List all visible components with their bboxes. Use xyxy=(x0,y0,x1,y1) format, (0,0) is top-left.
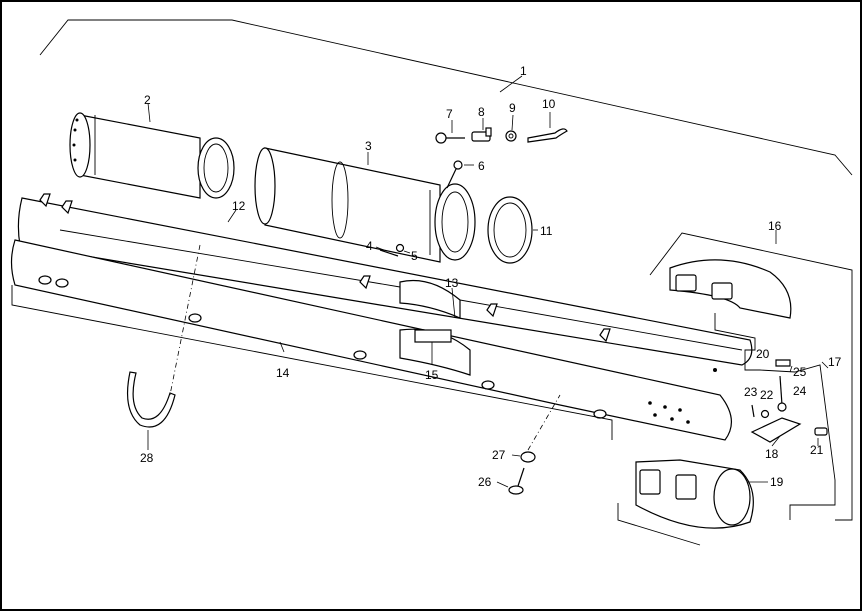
label-25: 25 xyxy=(793,365,807,379)
label-8: 8 xyxy=(478,105,485,119)
part-8-fitting xyxy=(471,127,492,142)
label-1: 1 xyxy=(520,64,527,78)
part-27-washer xyxy=(520,451,536,463)
label-21: 21 xyxy=(810,443,824,457)
part-23-pin xyxy=(751,404,755,418)
part-18-latch-plate xyxy=(750,417,802,443)
label-27: 27 xyxy=(492,448,506,462)
part-26-bolt xyxy=(508,467,525,495)
assembly-1-bracket xyxy=(39,19,853,176)
label-11: 11 xyxy=(540,224,553,238)
label-6: 6 xyxy=(478,159,485,173)
part-6-screw xyxy=(446,160,463,189)
label-13: 13 xyxy=(445,276,459,290)
part-28-clamp xyxy=(127,371,176,428)
label-4: 4 xyxy=(366,239,373,253)
label-16: 16 xyxy=(768,219,782,233)
label-18: 18 xyxy=(765,447,779,461)
label-26: 26 xyxy=(478,475,492,489)
label-23: 23 xyxy=(744,385,758,399)
label-17: 17 xyxy=(828,355,842,369)
part-10-hook xyxy=(527,128,568,143)
label-20: 20 xyxy=(756,347,770,361)
part-25-clip xyxy=(775,359,791,367)
label-3: 3 xyxy=(365,139,372,153)
label-2: 2 xyxy=(144,93,151,107)
part-2-small-tube xyxy=(69,112,235,199)
part-12-upper-half-shell xyxy=(17,193,753,372)
label-7: 7 xyxy=(446,107,453,121)
part-16-upper-clamp xyxy=(669,259,792,319)
label-5: 5 xyxy=(411,249,418,263)
label-24: 24 xyxy=(793,384,807,398)
part-5-washer xyxy=(395,243,405,253)
part-21-screw xyxy=(814,427,828,436)
part-11-ring xyxy=(487,196,533,264)
label-12: 12 xyxy=(232,199,246,213)
part-7-bolt xyxy=(435,132,465,144)
part-9-nut xyxy=(505,130,517,142)
part-22-washer xyxy=(760,409,770,419)
label-22: 22 xyxy=(760,388,774,402)
part-4-pin xyxy=(379,249,399,257)
label-28: 28 xyxy=(140,451,154,465)
label-10: 10 xyxy=(542,97,556,111)
part-24-eye-bolt xyxy=(777,375,787,412)
label-14: 14 xyxy=(276,366,290,380)
part-19-lower-clamp xyxy=(635,459,754,529)
label-19: 19 xyxy=(770,475,784,489)
part-14-lower-half-shell xyxy=(10,239,732,441)
label-9: 9 xyxy=(509,101,516,115)
label-15: 15 xyxy=(425,368,439,382)
part-3-large-tube xyxy=(254,147,476,263)
